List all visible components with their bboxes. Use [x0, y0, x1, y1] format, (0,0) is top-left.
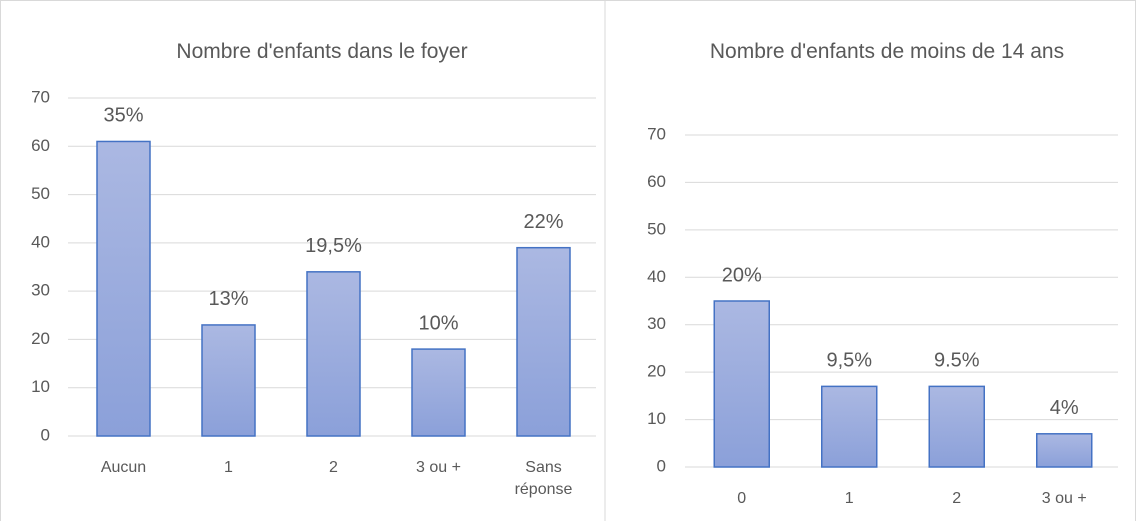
y-tick-label: 40 — [647, 267, 666, 286]
bar — [201, 324, 256, 437]
y-tick-label: 70 — [31, 87, 50, 106]
x-tick-label: 2 — [329, 459, 338, 476]
chart-title: Nombre d'enfants dans le foyer — [176, 40, 468, 63]
bar — [306, 271, 361, 437]
data-label: 13% — [208, 288, 248, 310]
data-label: 35% — [103, 105, 143, 127]
y-tick-label: 30 — [647, 314, 666, 333]
y-tick-label: 60 — [31, 136, 50, 155]
data-label: 22% — [523, 211, 563, 233]
x-tick-label: Sans réponse — [514, 459, 573, 498]
bar — [928, 385, 985, 468]
y-tick-label: 20 — [31, 329, 50, 348]
y-tick-label: 70 — [647, 124, 666, 143]
data-label: 4% — [1050, 397, 1079, 419]
chart-title: Nombre d'enfants de moins de 14 ans — [709, 40, 1065, 63]
x-tick-label: 3 ou + — [1041, 490, 1087, 507]
y-tick-label: 60 — [647, 172, 666, 191]
y-tick-label: 0 — [41, 425, 50, 444]
x-tick-label: 1 — [224, 459, 233, 476]
y-tick-label: 10 — [31, 377, 50, 396]
data-label: 9,5% — [826, 350, 872, 372]
y-tick-label: 20 — [647, 362, 666, 381]
y-tick-label: 10 — [647, 409, 666, 428]
data-label: 10% — [418, 312, 458, 334]
bar — [713, 300, 770, 468]
y-tick-label: 30 — [31, 281, 50, 300]
x-tick-label: 2 — [952, 490, 962, 507]
bar — [411, 348, 466, 437]
data-label: 20% — [722, 264, 762, 286]
bar — [96, 140, 151, 437]
bar — [1036, 433, 1093, 468]
bar — [516, 246, 571, 437]
y-tick-label: 40 — [31, 232, 50, 251]
data-label: 9.5% — [934, 350, 980, 372]
x-tick-label: Aucun — [100, 459, 147, 476]
x-tick-label: 1 — [844, 490, 854, 507]
y-tick-label: 0 — [657, 456, 666, 475]
y-tick-label: 50 — [647, 219, 666, 238]
x-tick-label: 3 ou + — [416, 459, 461, 476]
x-tick-label: 0 — [737, 490, 747, 507]
bar — [821, 385, 878, 468]
data-label: 19,5% — [305, 235, 362, 257]
y-tick-label: 50 — [31, 184, 50, 203]
